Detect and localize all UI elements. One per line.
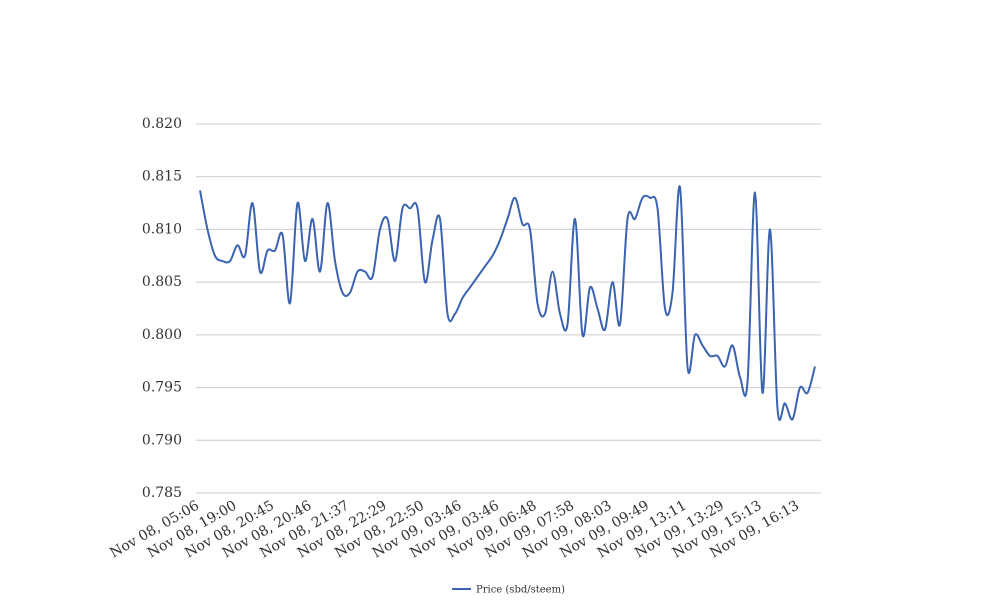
- y-tick-label: 0.810: [142, 221, 182, 237]
- y-tick-label: 0.790: [142, 432, 182, 448]
- y-tick-label: 0.815: [142, 169, 182, 185]
- price-line: [199, 185, 816, 421]
- y-tick-label: 0.785: [142, 485, 182, 501]
- y-tick-label: 0.805: [142, 274, 182, 290]
- y-tick-label: 0.795: [142, 380, 182, 396]
- y-tick-label: 0.800: [142, 327, 182, 343]
- legend-label: Price (sbd/steem): [476, 585, 565, 596]
- y-tick-label: 0.820: [142, 116, 182, 132]
